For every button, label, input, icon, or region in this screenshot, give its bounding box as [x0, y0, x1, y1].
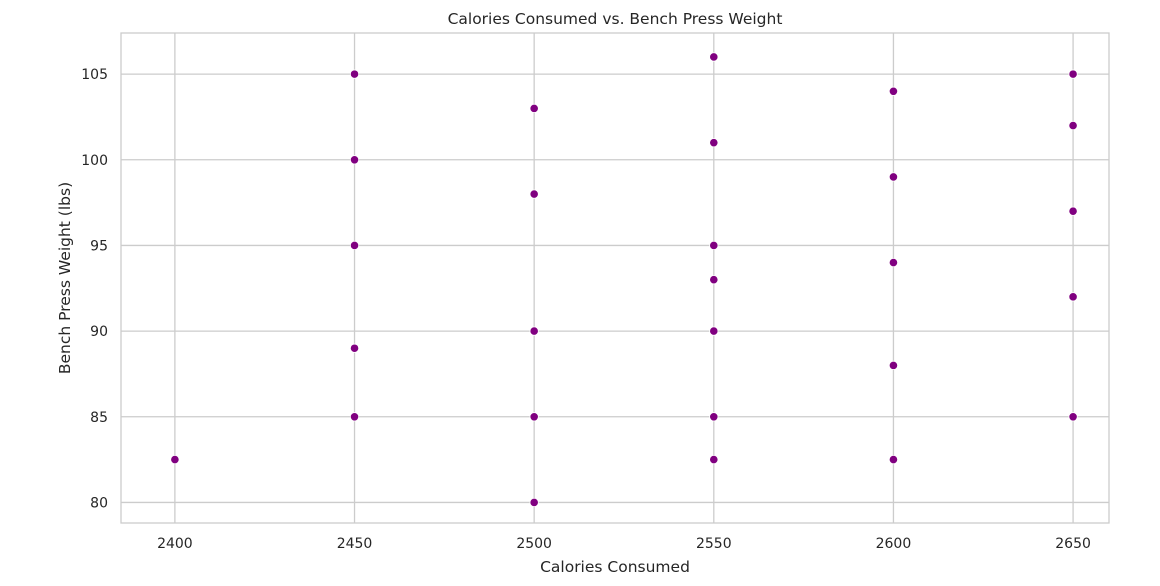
data-point: [709, 240, 719, 251]
plot-area-frame: [120, 32, 1110, 524]
data-point: [888, 257, 899, 268]
y-axis-label: Bench Press Weight (lbs): [56, 182, 74, 374]
data-point: [349, 240, 360, 251]
data-point: [529, 189, 539, 199]
chart-title: Calories Consumed vs. Bench Press Weight: [448, 10, 783, 28]
data-point: [709, 275, 719, 285]
data-point: [1068, 69, 1078, 79]
data-point: [1068, 206, 1078, 216]
data-point: [888, 455, 899, 465]
x-tick-label: 2550: [696, 536, 732, 552]
x-tick-label: 2600: [876, 536, 912, 552]
data-point: [349, 412, 360, 422]
x-tick-label: 2400: [157, 536, 193, 552]
x-axis-label: Calories Consumed: [540, 558, 690, 576]
data-point: [349, 69, 360, 79]
data-points: [170, 52, 1078, 508]
data-point: [1068, 120, 1078, 131]
y-tick-label: 95: [90, 238, 108, 254]
data-point: [170, 455, 180, 465]
data-point: [529, 326, 539, 336]
data-point: [1068, 412, 1078, 422]
data-point: [709, 138, 719, 148]
y-tick-label: 105: [81, 67, 108, 83]
data-point: [709, 412, 719, 422]
data-point: [709, 455, 719, 465]
data-point: [888, 86, 899, 96]
y-axis-ticks: 80 85 90 95 100 105: [81, 67, 108, 511]
data-point: [349, 155, 360, 165]
x-tick-label: 2500: [516, 536, 552, 552]
data-point: [349, 343, 360, 353]
data-point: [888, 360, 899, 370]
data-point: [529, 497, 539, 508]
data-point: [888, 172, 899, 182]
y-tick-label: 90: [90, 324, 108, 340]
data-point: [529, 412, 539, 422]
data-point: [1068, 292, 1078, 302]
y-tick-label: 100: [81, 153, 108, 169]
data-point: [709, 52, 719, 62]
data-point: [709, 326, 719, 336]
x-tick-label: 2650: [1055, 536, 1091, 552]
x-tick-label: 2450: [337, 536, 373, 552]
y-tick-label: 80: [90, 495, 108, 511]
data-point: [529, 103, 539, 113]
x-axis-ticks: 2400 2450 2500 2550 2600 2650: [157, 536, 1091, 552]
y-tick-label: 85: [90, 410, 108, 426]
grid-lines: [121, 33, 1109, 523]
